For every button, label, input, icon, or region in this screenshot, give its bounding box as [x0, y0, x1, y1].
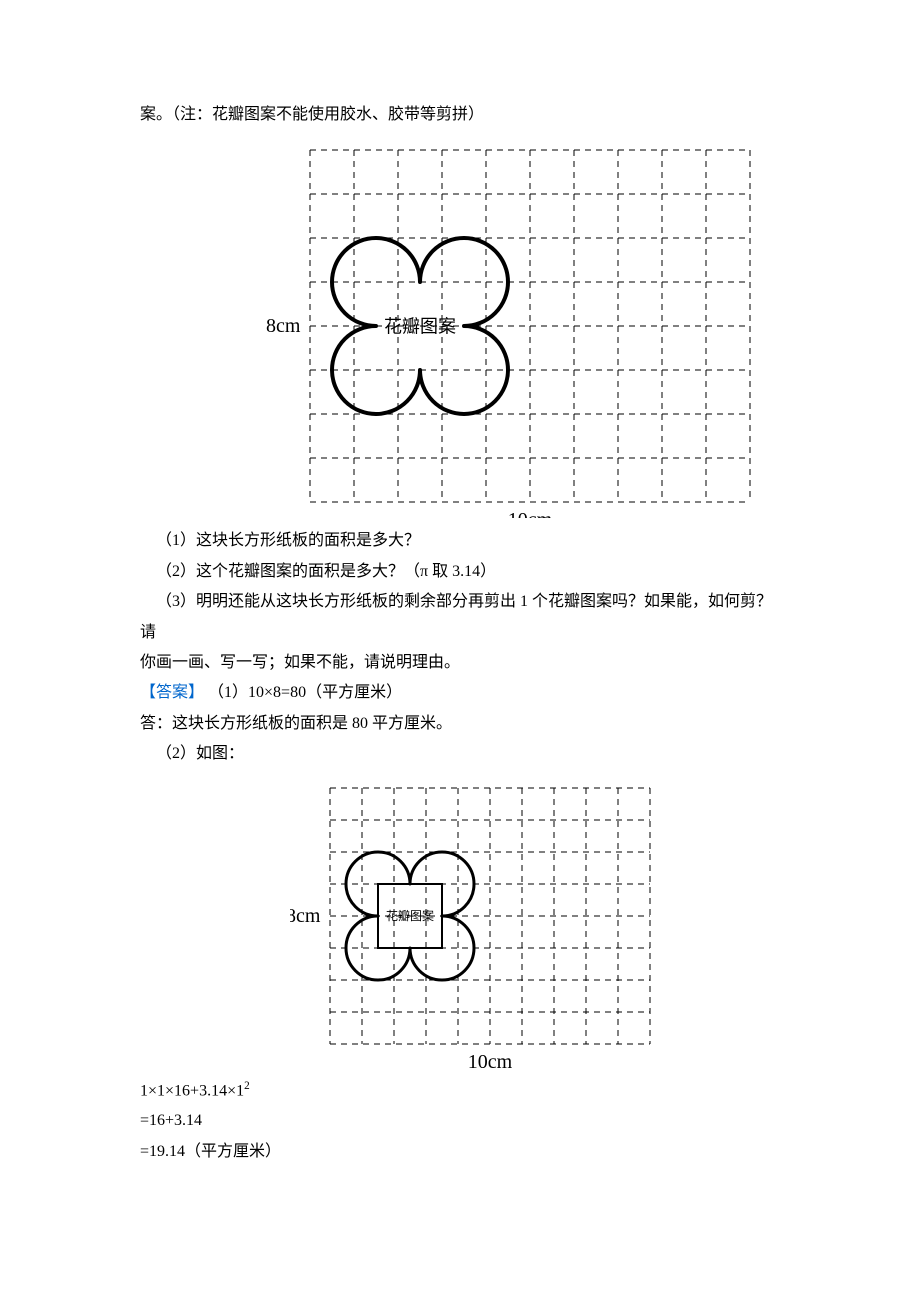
answer-2-intro: （2）如图： [140, 739, 780, 769]
svg-text:花瓣图案: 花瓣图案 [384, 317, 456, 337]
question-3b: 你画一画、写一写；如果不能，请说明理由。 [140, 648, 780, 678]
calc-line-1: 1×1×16+3.14×12 [140, 1076, 780, 1107]
calc-line-2: =16+3.14 [140, 1106, 780, 1136]
figure-2: 花瓣图案 8cm 10cm [290, 778, 670, 1068]
question-3a: （3）明明还能从这块长方形纸板的剩余部分再剪出 1 个花瓣图案吗？如果能，如何剪… [140, 587, 780, 648]
svg-text:8cm: 8cm [266, 315, 301, 337]
intro-line: 案。（注：花瓣图案不能使用胶水、胶带等剪拼） [140, 100, 780, 130]
exponent-2: 2 [244, 1080, 250, 1092]
answer-1-calc: （1）10×8=80（平方厘米） [208, 684, 402, 701]
svg-text:10cm: 10cm [508, 509, 553, 518]
answer-1-text: 答：这块长方形纸板的面积是 80 平方厘米。 [140, 709, 780, 739]
document-page: 案。（注：花瓣图案不能使用胶水、胶带等剪拼） 花瓣图案 8cm 10cm （1）这块… [0, 0, 920, 1302]
question-2: （2）这个花瓣图案的面积是多大？（π 取 3.14） [140, 557, 780, 587]
svg-text:花瓣图案: 花瓣图案 [386, 908, 434, 923]
answer-line-1: 【答案】 （1）10×8=80（平方厘米） [140, 678, 780, 708]
svg-text:8cm: 8cm [290, 905, 321, 927]
answer-label: 【答案】 [140, 684, 204, 701]
question-1: （1）这块长方形纸板的面积是多大？ [140, 526, 780, 556]
svg-text:10cm: 10cm [468, 1051, 513, 1068]
calc-line-3: =19.14（平方厘米） [140, 1137, 780, 1167]
figure-1: 花瓣图案 8cm 10cm [260, 138, 760, 518]
calc-1-pre: 1×1×16+3.14×1 [140, 1082, 244, 1099]
